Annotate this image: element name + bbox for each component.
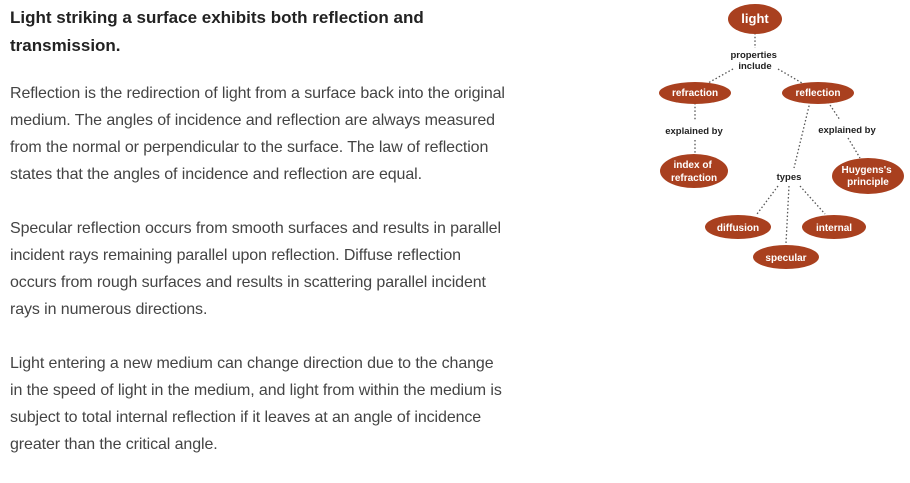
node-label-line: index of (673, 160, 712, 171)
article-heading: Light striking a surface exhibits both r… (10, 8, 424, 55)
paragraph-reflection: Reflection is the redirection of light f… (10, 85, 505, 183)
link-label-properties-include: properties include (730, 50, 779, 72)
node-light: light (728, 4, 782, 34)
paragraph-specular-diffuse: Specular reflection occurs from smooth s… (10, 220, 501, 318)
node-refraction: refraction (659, 82, 731, 104)
link-label-explained-by-right: explained by (818, 125, 876, 136)
svg-text:Huygens's principle: Huygens's principle (842, 165, 895, 188)
node-label-line: Huygens's (842, 165, 893, 176)
node-specular: specular (753, 245, 819, 269)
node-huygens-principle: Huygens's principle (832, 158, 904, 194)
node-label-line: principle (847, 177, 889, 188)
svg-text:internal: internal (816, 223, 852, 234)
node-internal: internal (802, 215, 866, 239)
node-diffusion: diffusion (705, 215, 771, 239)
link-label-types: types (777, 172, 802, 183)
svg-text:reflection: reflection (795, 88, 840, 99)
node-reflection: reflection (782, 82, 854, 104)
svg-text:index of refraction: index of refraction (671, 160, 717, 184)
concept-map: properties include explained by explaine… (659, 4, 904, 269)
svg-text:diffusion: diffusion (717, 223, 759, 234)
svg-text:light: light (741, 11, 769, 26)
link-label-line: properties (730, 50, 776, 61)
node-label-line: refraction (671, 173, 717, 184)
svg-text:refraction: refraction (672, 88, 718, 99)
svg-text:specular: specular (765, 253, 806, 264)
link-label-explained-by-left: explained by (665, 126, 723, 137)
link-label-line: include (738, 61, 771, 72)
paragraph-refraction: Light entering a new medium can change d… (10, 355, 502, 453)
article: Light striking a surface exhibits both r… (10, 4, 505, 458)
node-index-of-refraction: index of refraction (660, 154, 728, 188)
concept-map-edges (694, 33, 861, 244)
